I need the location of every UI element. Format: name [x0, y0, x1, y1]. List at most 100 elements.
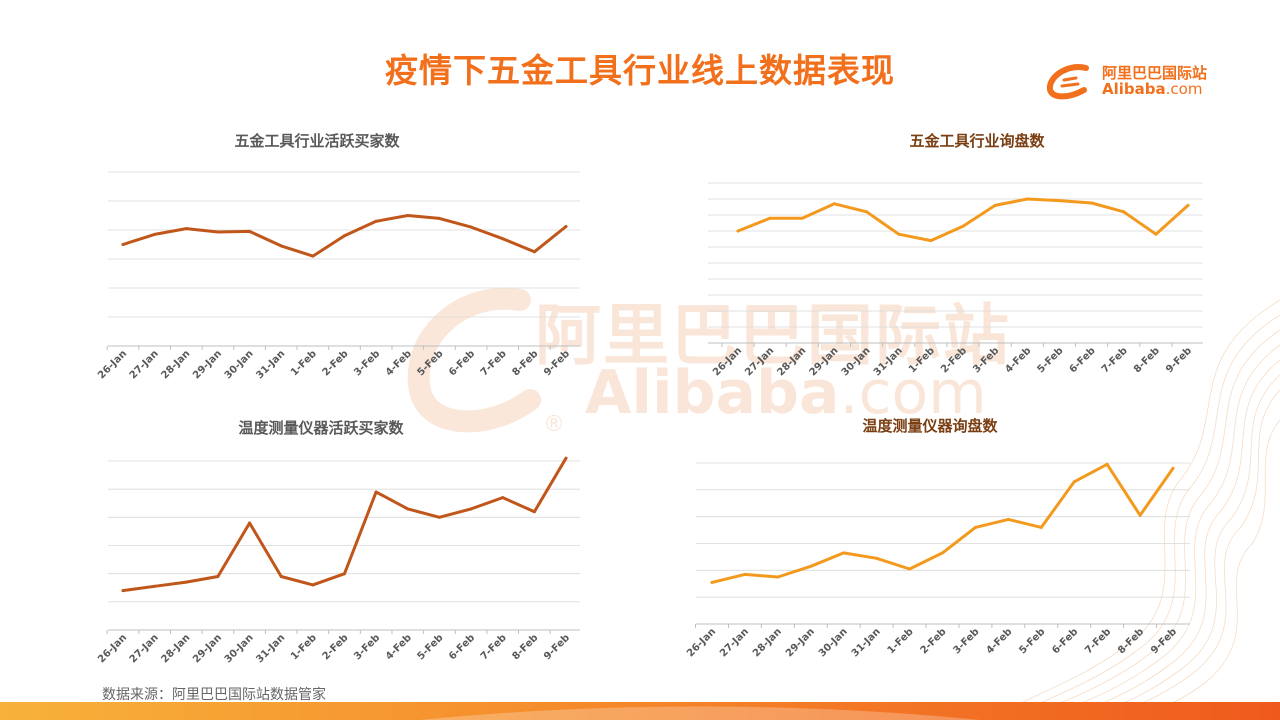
logo-en-text: Alibaba.com — [1102, 80, 1203, 98]
x-tick-label: 4-Feb — [384, 632, 414, 662]
logo-cn-text: 阿里巴巴国际站 — [1102, 64, 1208, 82]
data-point — [897, 232, 901, 236]
data-point — [908, 567, 912, 571]
data-point — [1057, 199, 1061, 203]
x-tick-label: 1-Feb — [289, 632, 319, 662]
x-tick-label: 8-Feb — [510, 348, 540, 378]
x-tick-label: 9-Feb — [1149, 626, 1179, 656]
x-tick-label: 31-Jan — [872, 345, 905, 378]
x-tick-label: 26-Jan — [711, 345, 744, 378]
data-point — [374, 490, 378, 494]
chart-title-3: 温度测量仪器活跃买家数 — [238, 419, 404, 437]
x-tick-label: 29-Jan — [784, 626, 817, 659]
data-point — [153, 584, 157, 588]
x-tick-label: 8-Feb — [1116, 626, 1146, 656]
x-tick-label: 3-Feb — [352, 632, 382, 662]
data-point — [121, 243, 125, 246]
data-point — [311, 254, 315, 258]
data-point — [743, 572, 747, 576]
x-tick-label: 27-Jan — [128, 348, 161, 381]
chart-title-1: 五金工具行业活跃买家数 — [234, 132, 400, 150]
x-tick-label: 29-Jan — [191, 632, 224, 665]
data-point — [121, 589, 125, 593]
data-point — [501, 496, 505, 500]
data-point — [941, 551, 944, 555]
x-tick-label: 9-Feb — [542, 632, 572, 662]
data-point — [1171, 466, 1175, 470]
x-tick-label: 28-Jan — [159, 632, 192, 665]
x-tick-label: 4-Feb — [984, 626, 1014, 656]
data-point — [469, 225, 473, 229]
data-point — [279, 575, 283, 578]
x-tick-label: 26-Jan — [96, 632, 129, 665]
page-title: 疫情下五金工具行业线上数据表现 — [385, 51, 895, 90]
x-tick-label: 31-Jan — [254, 348, 287, 381]
data-point — [406, 507, 410, 511]
x-tick-label: 3-Feb — [971, 345, 1001, 375]
x-tick-label: 28-Jan — [775, 345, 808, 378]
data-point — [184, 580, 188, 584]
data-point — [1186, 203, 1190, 207]
x-tick-label: 27-Jan — [718, 626, 751, 659]
x-tick-label: 30-Jan — [817, 626, 850, 659]
series-line — [736, 197, 1190, 243]
chart-panel-4: 26-Jan 27-Jan 28-Jan 29-Jan 30-Jan 31-Jan 1-Fe… — [685, 462, 1190, 659]
x-tick-label: 31-Jan — [254, 632, 287, 665]
data-source-note: 数据来源：阿里巴巴国际站数据管家 — [102, 687, 326, 703]
x-tick-label: 28-Jan — [159, 348, 192, 381]
x-tick-label: 30-Jan — [223, 348, 256, 381]
data-point — [973, 525, 977, 529]
data-point — [809, 564, 813, 568]
data-point — [1105, 462, 1109, 466]
x-tick-label: 26-Jan — [96, 348, 129, 381]
data-point — [564, 456, 568, 460]
x-tick-label: 28-Jan — [751, 626, 784, 659]
x-tick-label: 5-Feb — [1017, 626, 1047, 656]
x-tick-label: 9-Feb — [542, 348, 572, 378]
data-point — [1090, 201, 1094, 205]
data-point — [776, 575, 780, 579]
data-point — [532, 510, 536, 514]
x-tick-label: 2-Feb — [919, 626, 949, 656]
x-tick-label: 30-Jan — [223, 632, 256, 665]
data-point — [736, 229, 740, 233]
data-point — [1039, 525, 1043, 529]
chart-title-4: 温度测量仪器询盘数 — [862, 417, 998, 435]
data-point — [768, 216, 772, 220]
data-point — [842, 551, 846, 555]
x-tick-label: 6-Feb — [1050, 626, 1080, 656]
x-tick-label: 3-Feb — [952, 626, 982, 656]
x-tick-label: 27-Jan — [743, 345, 776, 378]
data-point — [184, 227, 188, 231]
data-point — [248, 229, 252, 233]
data-point — [374, 219, 378, 223]
data-point — [153, 232, 157, 236]
x-tick-label: 5-Feb — [1036, 345, 1066, 375]
data-point — [929, 239, 933, 243]
data-point — [710, 580, 714, 584]
x-tick-label: 5-Feb — [416, 632, 446, 662]
x-tick-label: 5-Feb — [416, 348, 446, 378]
x-tick-label: 2-Feb — [321, 632, 351, 662]
data-point — [437, 216, 441, 220]
data-point — [564, 225, 568, 228]
chart-title-2: 五金工具行业询盘数 — [909, 132, 1045, 150]
data-point — [248, 521, 252, 525]
data-point — [1138, 513, 1142, 517]
data-point — [993, 203, 997, 207]
x-tick-label: 6-Feb — [447, 348, 477, 378]
data-point — [343, 234, 346, 238]
x-tick-label: 7-Feb — [1100, 345, 1130, 375]
series-line — [710, 462, 1175, 584]
data-point — [501, 237, 505, 241]
x-tick-label: 6-Feb — [1068, 345, 1098, 375]
data-point — [279, 244, 283, 248]
x-tick-label: 1-Feb — [289, 348, 319, 378]
x-tick-label: 31-Jan — [850, 626, 883, 659]
x-tick-label: 9-Feb — [1164, 345, 1194, 375]
data-point — [1154, 232, 1158, 236]
x-tick-label: 7-Feb — [1083, 626, 1113, 656]
data-point — [469, 507, 473, 511]
x-tick-label: 2-Feb — [939, 345, 969, 375]
